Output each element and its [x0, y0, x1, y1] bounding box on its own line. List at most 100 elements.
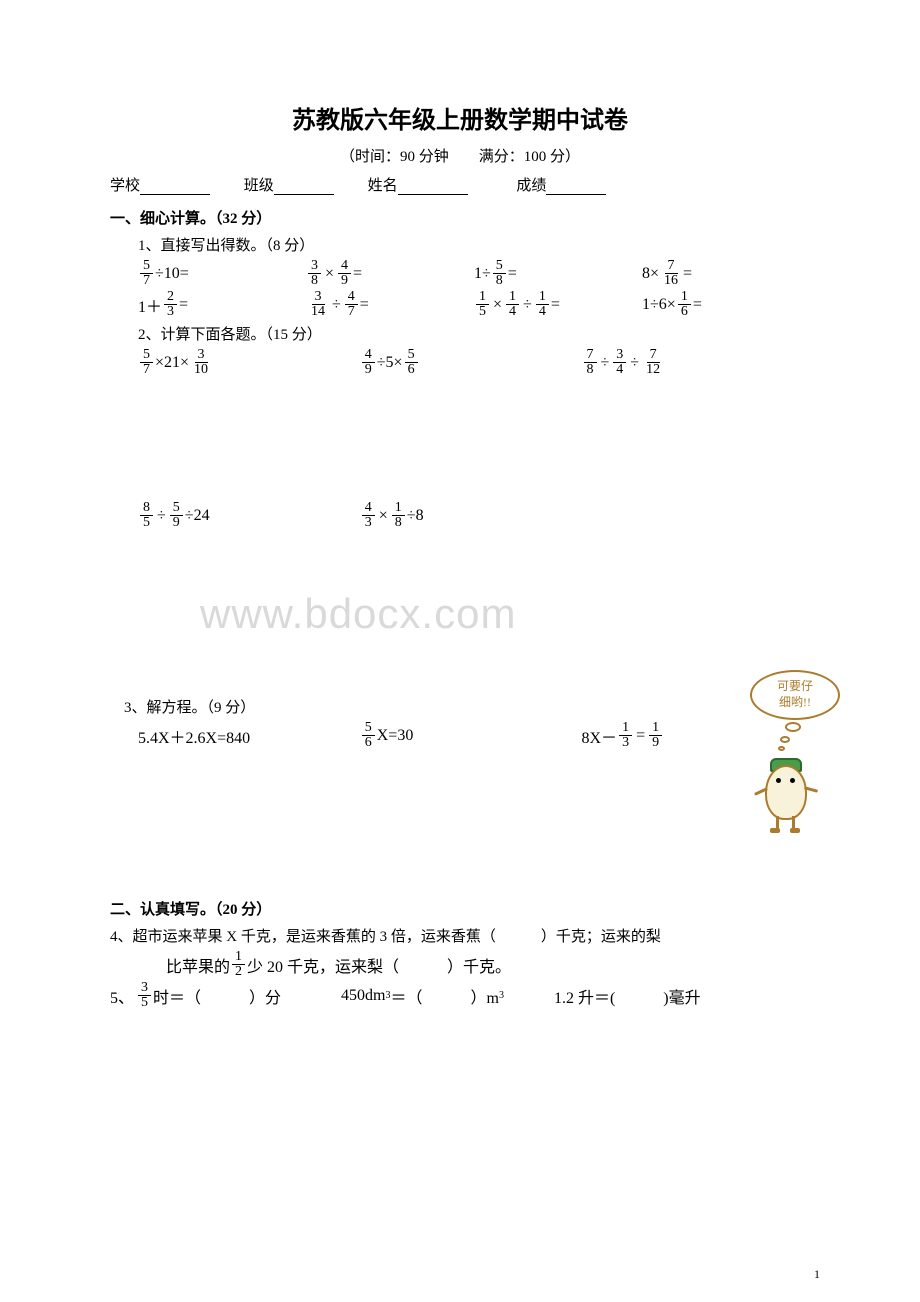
frac-den: 5 — [138, 996, 151, 1010]
blank-score — [546, 179, 606, 195]
eq-text: ÷5× — [377, 354, 403, 372]
eq-text: 比苹果的 — [166, 953, 230, 977]
eq: = — [508, 265, 517, 283]
blank-name — [398, 179, 468, 195]
q1-row2: 1＋ 23 = 314 ÷ 47 = 15 × 14 ÷ 14 = 1÷6× 1… — [138, 290, 810, 319]
q5-row: 5、 35 时＝（ ）分 450dm3 ＝（ ）m3 1.2 升＝( )毫升 — [110, 981, 810, 1010]
page-number: 1 — [814, 1267, 820, 1282]
frac-den: 8 — [392, 516, 405, 530]
eq-text: ÷24 — [185, 507, 210, 525]
frac-num: 7 — [665, 259, 678, 274]
eq-text: 少 20 千克，运来梨（ ）千克。 — [247, 953, 511, 977]
frac-num: 4 — [345, 290, 358, 305]
frac-den: 8 — [493, 274, 506, 288]
frac-num: 5 — [140, 348, 153, 363]
eq: = — [179, 296, 188, 314]
q4-line1: 4、超市运来苹果 X 千克，是运来香蕉的 3 倍，运来香蕉（ ）千克；运来的梨 — [110, 925, 810, 946]
frac-den: 4 — [613, 363, 626, 377]
q3-a: 5.4X＋2.6X=840 — [138, 724, 360, 748]
sup: 3 — [499, 990, 504, 1001]
eq-text: ＝（ ）m — [390, 984, 498, 1008]
frac-num: 1 — [649, 721, 662, 736]
q2-label: 2、计算下面各题。（15 分） — [138, 323, 810, 344]
eq-text: 450dm — [341, 987, 385, 1005]
frac-num: 5 — [170, 501, 183, 516]
frac-num: 3 — [312, 290, 325, 305]
label-class: 班级 — [244, 178, 274, 194]
q3-label: 3、解方程。（9 分） — [124, 696, 810, 717]
eq: = — [683, 265, 692, 283]
eye-icon — [790, 778, 795, 783]
frac-den: 3 — [362, 516, 375, 530]
speech-bubble: 可要仔 细哟!! — [750, 670, 840, 720]
op: = — [636, 727, 645, 745]
frac-den: 2 — [232, 965, 245, 979]
eq-text: ×21× — [155, 354, 189, 372]
frac-den: 5 — [476, 305, 489, 319]
subtitle: （时间：90 分钟 满分：100 分） — [110, 145, 810, 166]
frac-num: 5 — [140, 259, 153, 274]
frac-num: 7 — [647, 348, 660, 363]
frac-num: 4 — [362, 501, 375, 516]
q4-line2: 比苹果的 12 少 20 千克，运来梨（ ）千克。 — [166, 950, 810, 979]
info-row: 学校 班级 姓名 成绩 — [110, 174, 810, 195]
frac-num: 4 — [362, 348, 375, 363]
q1-r1-b: 38 × 49 = — [306, 259, 474, 288]
frac-den: 6 — [362, 736, 375, 750]
section2-heading: 二、认真填写。（20 分） — [110, 898, 810, 919]
eq-text: X=30 — [377, 727, 414, 745]
frac-den: 8 — [308, 274, 321, 288]
q3-row: 5.4X＋2.6X=840 56 X=30 8X－ 13 = 19 — [138, 721, 810, 750]
eq-text: 1÷6× — [642, 296, 676, 314]
frac-num: 7 — [584, 348, 597, 363]
frac-num: 3 — [613, 348, 626, 363]
q1-r1-d: 8× 716 = — [642, 259, 810, 288]
frac-den: 7 — [140, 363, 153, 377]
frac-den: 6 — [678, 305, 691, 319]
cartoon-character: 可要仔 细哟!! — [730, 670, 860, 830]
frac-num: 1 — [476, 290, 489, 305]
foot-icon — [770, 828, 780, 833]
frac-den: 8 — [584, 363, 597, 377]
frac-num: 1 — [536, 290, 549, 305]
eye-icon — [776, 778, 781, 783]
thought-dot-icon — [778, 746, 785, 751]
frac-den: 9 — [170, 516, 183, 530]
thought-dot-icon — [780, 736, 790, 743]
eq-text: 1.2 升＝( )毫升 — [554, 984, 701, 1008]
frac-num: 1 — [678, 290, 691, 305]
frac-num: 3 — [138, 981, 151, 996]
q2-r2-a: 85 ÷ 59 ÷24 — [138, 501, 360, 530]
frac-den: 3 — [619, 736, 632, 750]
egg-body-icon — [765, 765, 807, 820]
eq: = — [551, 296, 560, 314]
frac-den: 12 — [643, 363, 663, 377]
eq-text: 8X－ — [582, 724, 618, 748]
q2-row2: 85 ÷ 59 ÷24 43 × 18 ÷8 — [138, 501, 810, 530]
frac-den: 6 — [405, 363, 418, 377]
foot-icon — [790, 828, 800, 833]
frac-num: 2 — [164, 290, 177, 305]
eq: = — [693, 296, 702, 314]
frac-num: 1 — [392, 501, 405, 516]
eq-text: 1＋ — [138, 293, 162, 317]
frac-num: 8 — [140, 501, 153, 516]
frac-den: 5 — [140, 516, 153, 530]
label-name: 姓名 — [368, 178, 398, 194]
label-school: 学校 — [110, 178, 140, 194]
eq-text: ÷10= — [155, 265, 189, 283]
op: × — [325, 265, 334, 283]
eq-text: 时＝（ ）分 — [153, 984, 281, 1008]
speech-text: 可要仔 细哟!! — [777, 679, 813, 710]
q2-row1: 57 ×21× 310 49 ÷5× 56 78 ÷ 34 ÷ 712 — [138, 348, 810, 377]
frac-num: 1 — [619, 721, 632, 736]
q1-r1-c: 1÷ 58 = — [474, 259, 642, 288]
frac-den: 4 — [506, 305, 519, 319]
eq-text: 5.4X＋2.6X=840 — [138, 724, 250, 748]
op: ÷ — [332, 296, 341, 314]
op: ÷ — [630, 354, 639, 372]
frac-num: 5 — [493, 259, 506, 274]
frac-den: 9 — [649, 736, 662, 750]
frac-num: 4 — [338, 259, 351, 274]
frac-den: 7 — [345, 305, 358, 319]
